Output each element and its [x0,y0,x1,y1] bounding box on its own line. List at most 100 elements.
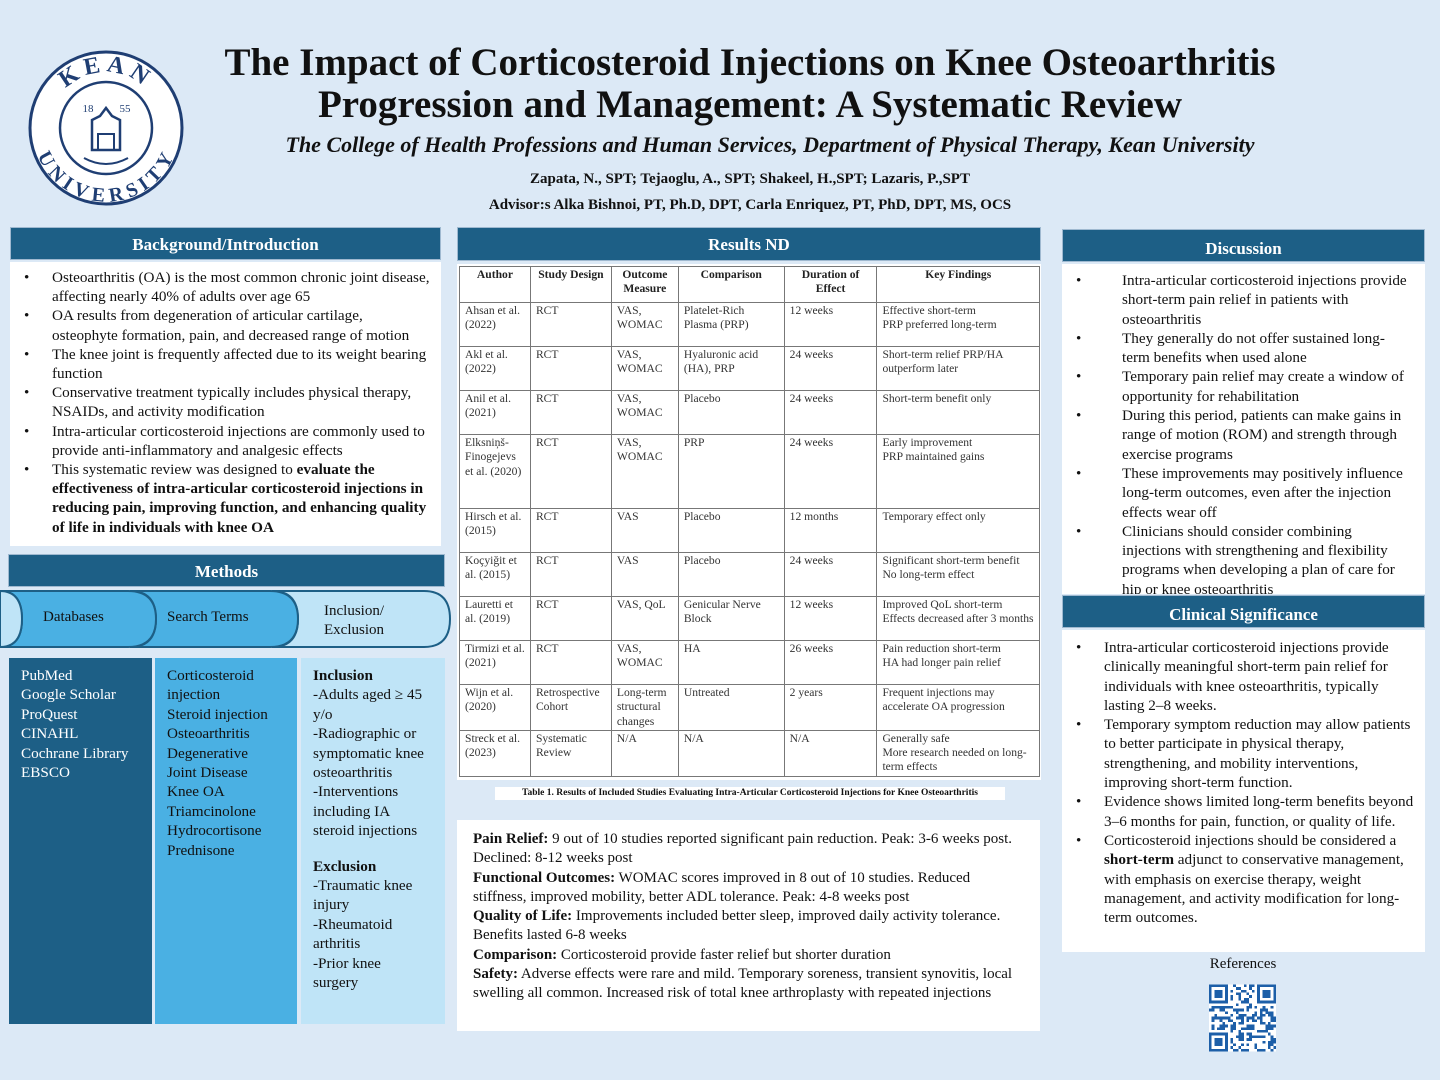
search-term: Hydrocortisone [167,822,262,840]
table-cell: Systematic Review [529,729,612,777]
database-item: CINAHL [21,725,79,743]
discussion-heading: Discussion [1062,229,1425,262]
search-term: Corticosteroid [167,667,254,684]
background-last-bold: evaluate the effectiveness of intra-arti… [52,461,427,536]
background-item: Intra-articular corticosteroid injection… [24,422,431,460]
table-cell: 24 weeks [783,552,878,597]
database-item: PubMed [21,667,73,684]
table-cell: Early improvement PRP maintained gains [876,434,1040,509]
inclusion-line: osteoarthritis [313,764,393,782]
table-row: Ahsan et al. (2022) RCT VAS, WOMAC Platelet… [459,302,1040,347]
database-item: ProQuest [21,705,78,723]
discussion-item: These improvements may positively influe… [1076,464,1411,522]
column-header: Comparison [677,266,785,303]
table-cell: Hirsch et al. (2015) [459,508,531,553]
results-heading: Results ND [457,227,1041,261]
inclusion-line: y/o [313,705,333,723]
summary-label: Functional Outcomes: [473,869,616,886]
background-item: This systematic review was designed to e… [24,460,431,537]
step-search-terms: Search Terms [167,609,249,625]
table-row: Elksniņš-Finogejevs et al. (2020) RCT VAS,… [459,434,1040,509]
background-item: OA results from degeneration of articula… [24,306,431,344]
column-header: Outcome Measure [610,266,679,303]
discussion-item: Intra-articular corticosteroid injection… [1076,271,1411,329]
clinical-item: Intra-articular corticosteroid injection… [1076,638,1415,715]
database-item: EBSCO [21,764,70,782]
table-cell: Placebo [677,390,785,435]
column-header: Study Design [529,266,612,303]
table-row: Hirsch et al. (2015) RCT VAS Placebo 12 mont… [459,508,1040,553]
authors-line: Zapata, N., SPT; Tejaoglu, A., SPT; Shak… [530,171,970,187]
table-cell: Elksniņš-Finogejevs et al. (2020) [459,434,531,509]
inclusion-heading: Inclusion [313,667,373,684]
exclusion-line: -Rheumatoid [313,915,393,933]
table-row: Anil et al. (2021) RCT VAS, WOMAC Placebo 24… [459,390,1040,435]
poster-subtitle: The College of Health Professions and Hu… [285,132,1255,157]
step-exclusion-label: Exclusion [324,622,384,638]
table-row: Streck et al. (2023) Systematic Review N/A… [459,729,1040,777]
step-inclusion-label: Inclusion/ [324,603,384,619]
clinical-significance-panel: Intra-articular corticosteroid injection… [1062,630,1425,952]
table-cell: Untreated [677,684,785,731]
summary-text: Improvements included better sleep, impr… [473,908,1001,944]
inclusion-line: steroid injections [313,822,418,840]
title-line-1: The Impact of Corticosteroid Injections … [224,41,1276,84]
title-line-2: Progression and Management: A Systematic… [317,83,1183,126]
discussion-item: During this period, patients can make ga… [1076,406,1411,464]
poster-title: The Impact of Corticosteroid Injections … [200,42,1300,126]
table-cell: VAS, WOMAC [610,390,679,435]
table-cell: N/A [610,729,679,777]
table-cell: Placebo [677,508,785,553]
criteria-column: Inclusion -Adults aged ≥ 45 y/o -Radiogr… [301,658,445,1024]
table-cell: RCT [529,508,612,553]
table-row: Akl et al. (2022) RCT VAS, WOMAC Hyaluronic… [459,346,1040,391]
databases-column: PubMed Google Scholar ProQuest CINAHL Co… [9,658,152,1024]
discussion-panel: Intra-articular corticosteroid injection… [1062,264,1425,594]
table-cell: Akl et al. (2022) [459,346,531,391]
table-cell: 24 weeks [783,390,878,435]
table-cell: RCT [529,346,612,391]
references-qr-code[interactable] [1209,983,1276,1053]
results-table-panel: Author Study Design Outcome Measure Compari… [457,264,1041,780]
table-cell: 12 weeks [783,596,878,641]
summary-text: WOMAC scores improved in 8 out of 10 stu… [473,869,971,905]
table-cell: Significant short-term benefit No long-t… [876,552,1040,597]
exclusion-line: injury [313,896,350,914]
table-cell: Platelet-Rich Plasma (PRP) [677,302,785,347]
table-cell: Koçyiğit et al. (2015) [459,552,531,597]
table-cell: VAS [610,508,679,553]
clinical-last-prefix: Corticosteroid injections should be cons… [1104,831,1397,849]
table-cell: 24 weeks [783,434,878,509]
summary-text: Adverse effects were rare and mild. Temp… [473,966,1013,1002]
table-cell: Effective short-term PRP preferred long-… [876,302,1040,347]
search-term: Osteoarthritis [167,725,250,743]
table-row: Koçyiğit et al. (2015) RCT VAS Placebo 24 we… [459,552,1040,597]
kean-university-seal: KEAN UNIVERSITY 18 55 [28,50,184,206]
summary-text: 9 out of 10 studies reported significant… [473,831,1013,867]
clinical-significance-heading: Clinical Significance [1062,595,1425,628]
advisors-line: Advisor:s Alka Bishnoi, PT, Ph.D, DPT, C… [488,197,1012,213]
table-cell: 26 weeks [783,640,878,685]
table-cell: Frequent injections may accelerate OA pr… [876,684,1040,731]
inclusion-line: including IA [313,802,391,820]
summary-safety: Safety: Adverse effects were rare and mi… [473,965,1024,1004]
summary-qol: Quality of Life: Improvements included b… [473,907,1024,946]
table-cell: PRP [677,434,785,509]
summary-text: Corticosteroid provide faster relief but… [557,946,891,963]
table-cell: N/A [783,729,878,777]
column-header: Author [459,266,531,303]
clinical-item: Evidence shows limited long-term benefit… [1076,792,1415,831]
clinical-item: Corticosteroid injections should be cons… [1076,831,1415,927]
seal-year-right: 55 [120,103,132,115]
table-cell: HA [677,640,785,685]
table-cell: Anil et al. (2021) [459,390,531,435]
step-databases: Databases [43,609,104,625]
discussion-item: Temporary pain relief may create a windo… [1076,367,1411,406]
table-cell: 2 years [783,684,878,731]
summary-label: Safety: [473,966,518,983]
inclusion-line: -Adults aged ≥ 45 [313,686,423,704]
summary-label: Quality of Life: [473,908,573,925]
table-cell: RCT [529,596,612,641]
table-cell: VAS, WOMAC [610,302,679,347]
table-cell: Retrospective Cohort [529,684,612,731]
